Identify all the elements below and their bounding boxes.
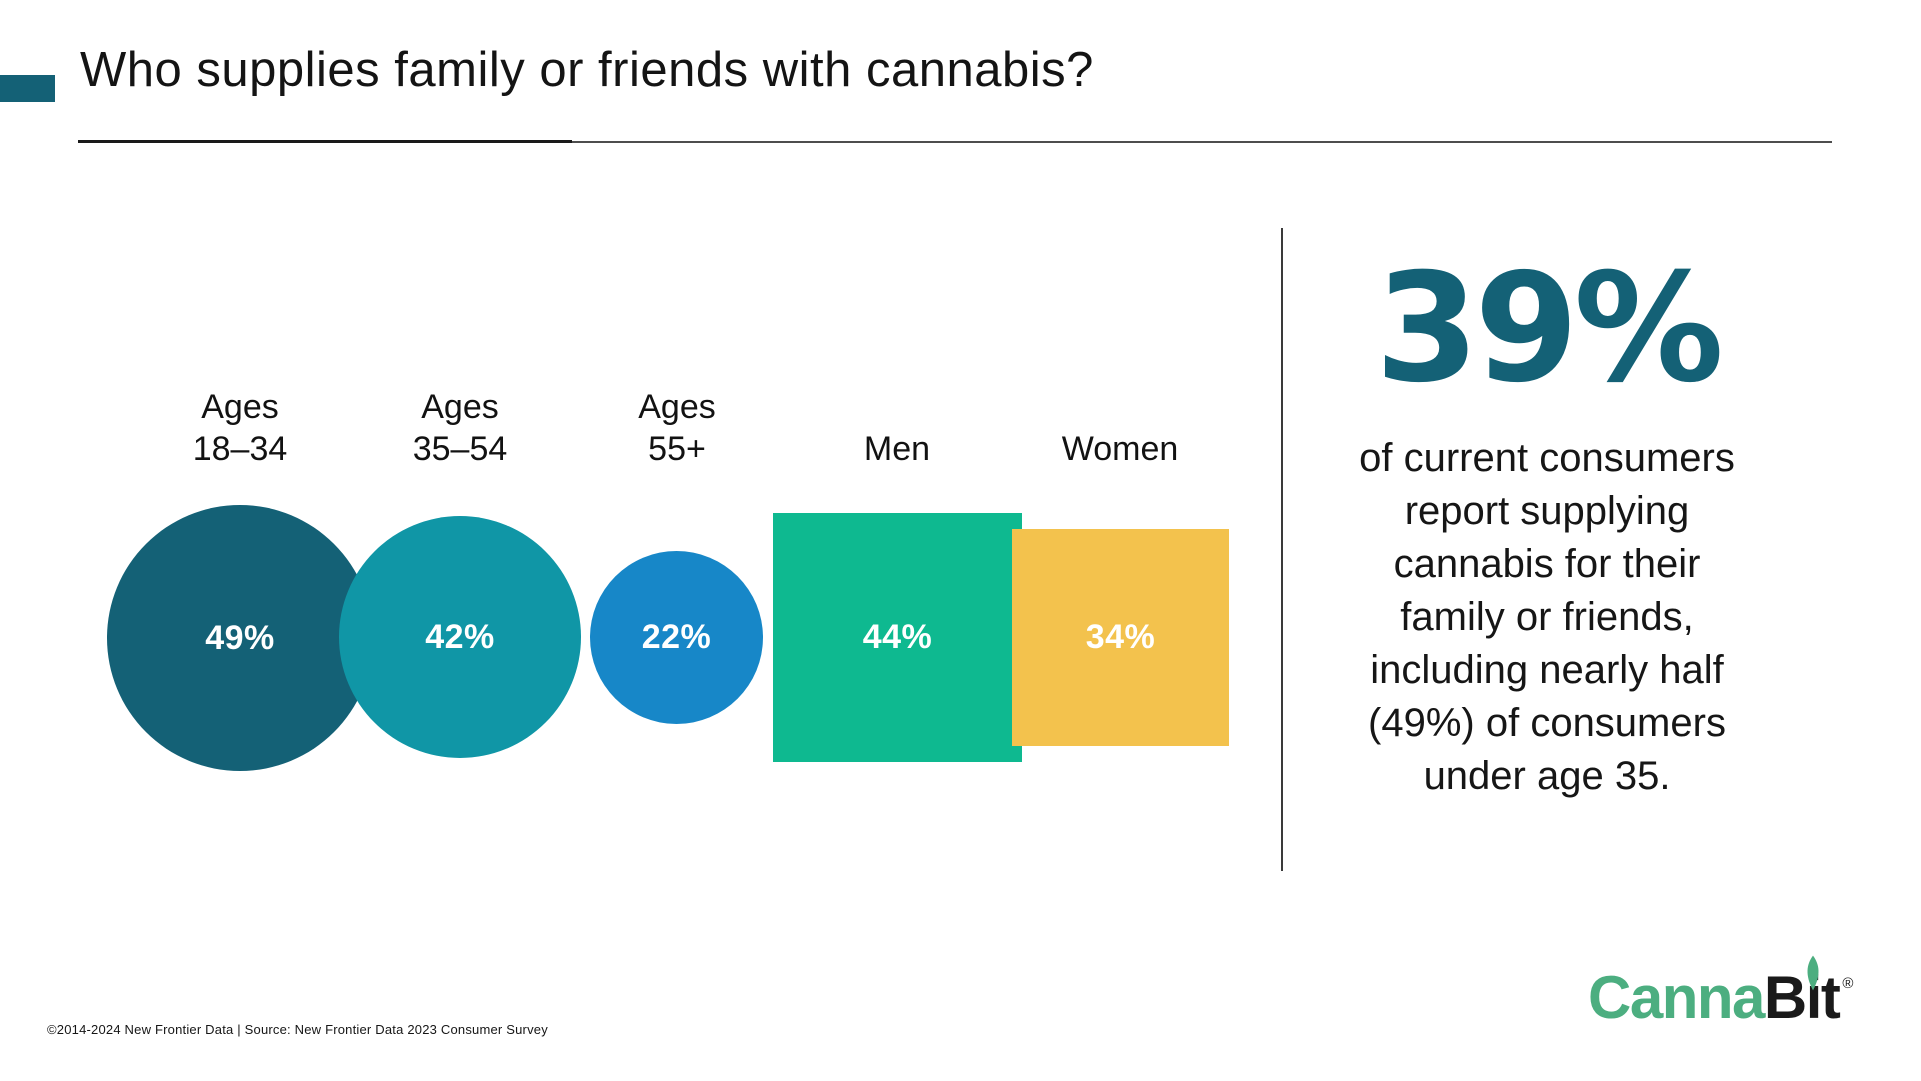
leaf-shape [1807,955,1819,991]
copyright-source-text: ©2014-2024 New Frontier Data | Source: N… [47,1022,548,1037]
title-accent-bar [0,75,55,102]
callout-text-line: family or friends, [1400,595,1694,639]
shape-label-line: 35–54 [412,430,508,468]
callout-text-line: including nearly half [1370,648,1724,692]
registered-mark: ® [1842,975,1854,992]
callout-text-line: under age 35. [1423,754,1671,798]
value-label: 49% [205,618,275,657]
callout-text: of current consumers report supplying ca… [1297,432,1797,803]
page-title: Who supplies family or friends with cann… [80,43,1094,97]
square-men: 44% [773,513,1022,762]
value-label: 22% [641,618,712,656]
shape-label-ages-35-54: Ages 35–54 [413,386,508,470]
square-women: 34% [1012,529,1229,746]
leaf-icon [1807,955,1819,991]
shape-label-line: 18–34 [192,430,288,468]
shape-label-line: Ages [201,388,279,426]
callout-text-line: (49%) of consumers [1368,701,1726,745]
shape-label-line: Ages [638,388,716,426]
callout-text-line: report supplying [1404,489,1690,533]
callout-text-line: of current consumers [1359,436,1735,480]
value-label: 42% [425,617,495,656]
callout-text-line: cannabis for their [1393,542,1701,586]
circle-ages-35-54: 42% [339,516,581,758]
circle-ages-55plus: 22% [590,551,763,724]
logo-text-canna: Canna [1588,964,1765,1031]
cannabit-logo: CannaBit ® [1588,955,1908,1046]
callout-stat: 39% [1374,242,1724,416]
shape-label-ages-18-34: Ages 18–34 [193,386,288,470]
value-label: 34% [1085,618,1156,656]
title-underline-left [78,140,572,143]
title-underline-right [572,141,1832,143]
shape-label-line: Ages [421,388,499,426]
vertical-divider [1281,228,1283,871]
logo-text-bit: Bit [1763,964,1841,1031]
value-label: 44% [862,618,933,656]
shape-label-women: Women [1061,430,1179,468]
shape-label-ages-55plus: Ages 55+ [638,386,716,470]
shape-label-men: Men [863,430,931,468]
circle-ages-18-34: 49% [107,505,373,771]
shape-label-line: 55+ [648,430,706,468]
